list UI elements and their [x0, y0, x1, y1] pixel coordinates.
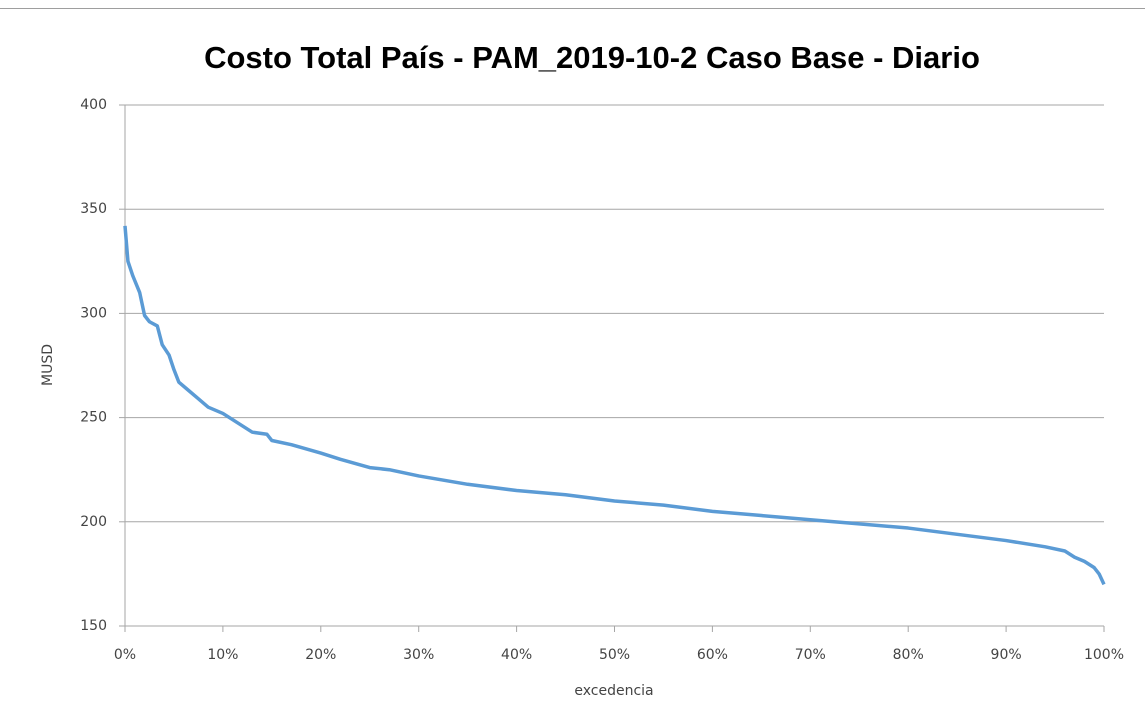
x-tick-label: 30% — [403, 647, 434, 663]
y-tick-label: 400 — [80, 97, 107, 113]
x-tick-label: 60% — [697, 647, 728, 663]
data-line — [123, 225, 1106, 586]
y-tick-label: 200 — [80, 514, 107, 530]
chart-title: Costo Total País - PAM_2019-10-2 Caso Ba… — [204, 40, 980, 75]
x-tick-label: 80% — [893, 647, 924, 663]
x-axis-label: excedencia — [574, 683, 653, 699]
y-tick-label: 150 — [80, 618, 107, 634]
x-tick-label: 70% — [795, 647, 826, 663]
y-tick-label: 350 — [80, 201, 107, 217]
x-tick-label: 10% — [207, 647, 238, 663]
x-tick-label: 40% — [501, 647, 532, 663]
y-axis-label: MUSD — [40, 344, 56, 386]
y-tick-label: 250 — [80, 410, 107, 426]
y-tick-label: 300 — [80, 305, 107, 321]
x-tick-label: 90% — [991, 647, 1022, 663]
x-tick-label: 100% — [1084, 647, 1124, 663]
x-tick-label: 50% — [599, 647, 630, 663]
x-tick-label: 0% — [114, 647, 136, 663]
x-tick-label: 20% — [305, 647, 336, 663]
